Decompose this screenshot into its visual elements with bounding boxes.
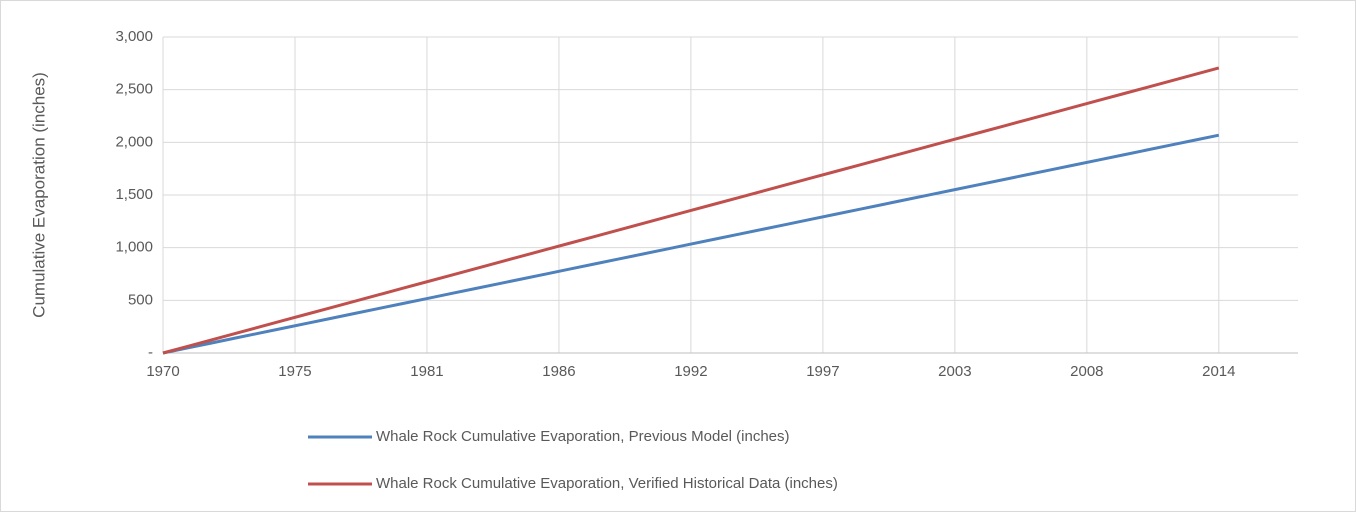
- line-series: [162, 66, 1220, 355]
- x-tick-label: 1992: [674, 363, 707, 380]
- y-tick-label: 1,000: [115, 239, 153, 256]
- x-tick-label: 1970: [146, 363, 179, 380]
- x-tick-label: 1986: [542, 363, 575, 380]
- x-tick-label: 1997: [806, 363, 839, 380]
- x-tick-label: 2003: [938, 363, 971, 380]
- legend-label: Whale Rock Cumulative Evaporation, Verif…: [376, 475, 838, 492]
- y-tick-label: 2,500: [115, 81, 153, 98]
- x-tick-label: 2014: [1202, 363, 1235, 380]
- y-tick-label: 2,000: [115, 133, 153, 150]
- y-tick-label: 3,000: [115, 28, 153, 45]
- legend-label: Whale Rock Cumulative Evaporation, Previ…: [376, 428, 790, 445]
- line-series: [162, 133, 1220, 355]
- y-tick-label: -: [148, 344, 153, 361]
- y-axis-label: Cumulative Evaporation (inches): [29, 72, 48, 318]
- x-tick-label: 2008: [1070, 363, 1103, 380]
- x-tick-label: 1981: [410, 363, 443, 380]
- y-tick-label: 1,500: [115, 186, 153, 203]
- y-tick-label: 500: [128, 291, 153, 308]
- x-tick-label: 1975: [278, 363, 311, 380]
